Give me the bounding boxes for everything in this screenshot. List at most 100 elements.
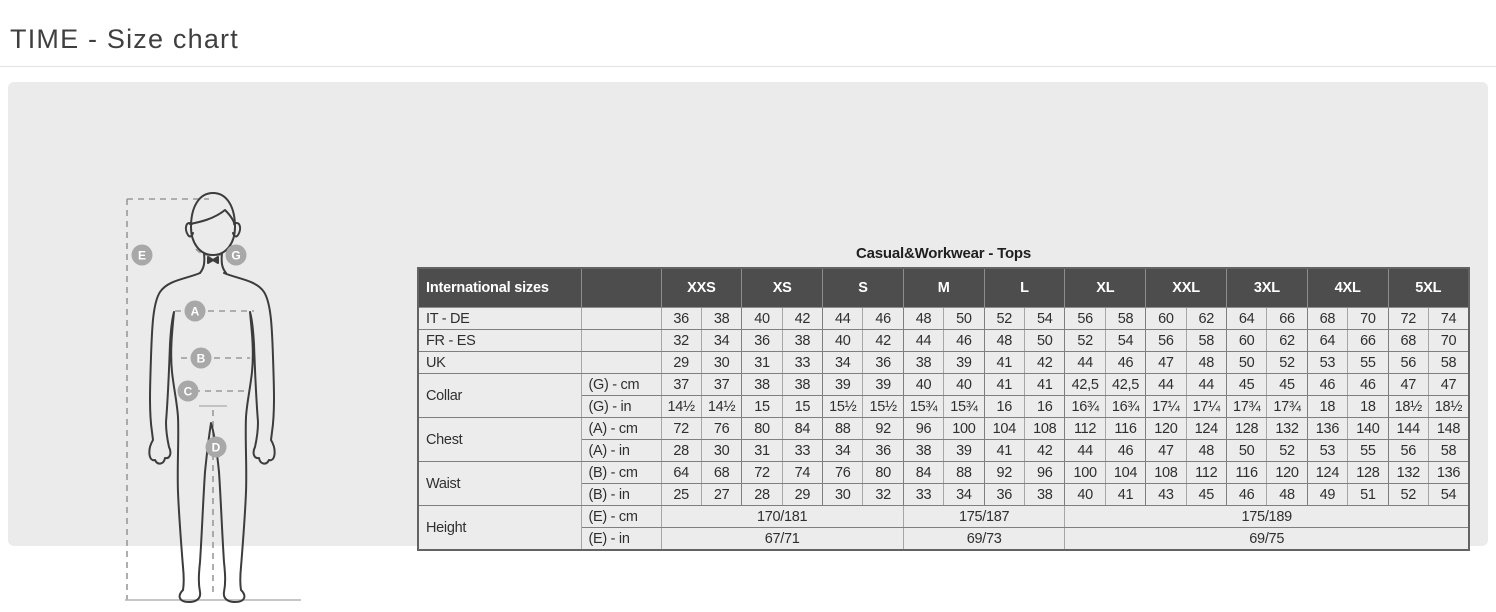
value-cell: 15¾ <box>902 395 945 418</box>
svg-text:E: E <box>138 249 146 263</box>
value-cell: 15¾ <box>943 395 985 418</box>
svg-text:D: D <box>212 441 221 455</box>
value-cell: 88 <box>943 461 985 484</box>
value-cell: 68 <box>1387 329 1429 352</box>
value-cell: 112 <box>1064 417 1106 440</box>
value-cell: 52 <box>1266 439 1308 462</box>
size-table: International sizes XXS XS S M L XL XXL 3XL 4XL 5X… <box>417 267 1470 551</box>
value-cell: 46 <box>943 329 985 352</box>
value-cell: 40 <box>943 373 985 396</box>
value-cell: 47 <box>1387 373 1429 396</box>
value-cell: 47 <box>1145 439 1187 462</box>
figure-label-d: D <box>205 436 227 458</box>
value-cell: 58 <box>1104 307 1147 330</box>
value-cell: 72 <box>1387 307 1429 330</box>
unit-cell <box>580 351 662 374</box>
value-cell: 100 <box>1064 461 1106 484</box>
value-cell: 38 <box>902 439 945 462</box>
value-cell: 42 <box>1024 439 1066 462</box>
value-cell: 48 <box>1266 483 1308 506</box>
header-size-xl: XL <box>1064 267 1147 308</box>
value-cell: 40 <box>822 329 864 352</box>
value-cell: 30 <box>700 439 743 462</box>
value-cell: 64 <box>660 461 702 484</box>
value-cell: 45 <box>1225 373 1268 396</box>
value-cell: 16 <box>1024 395 1066 418</box>
value-cell: 44 <box>902 329 945 352</box>
header-size-m: M <box>902 267 985 308</box>
header-size-xs: XS <box>741 267 824 308</box>
value-cell: 112 <box>1185 461 1227 484</box>
value-cell: 16 <box>983 395 1026 418</box>
value-cell: 170/181 <box>660 505 904 528</box>
value-cell: 44 <box>1185 373 1227 396</box>
value-cell: 18½ <box>1387 395 1429 418</box>
value-cell: 52 <box>1064 329 1106 352</box>
value-cell: 136 <box>1427 461 1470 484</box>
value-cell: 175/187 <box>902 505 1066 528</box>
value-cell: 80 <box>741 417 783 440</box>
value-cell: 88 <box>822 417 864 440</box>
value-cell: 56 <box>1387 351 1429 374</box>
value-cell: 44 <box>1145 373 1187 396</box>
svg-text:B: B <box>197 352 206 366</box>
value-cell: 39 <box>822 373 864 396</box>
row-label-fr-es: FR - ES <box>417 329 582 352</box>
value-cell: 66 <box>1266 307 1308 330</box>
value-cell: 72 <box>660 417 702 440</box>
value-cell: 60 <box>1145 307 1187 330</box>
table-row: Height (E) - cm 170/181 175/187 175/189 <box>417 505 1470 551</box>
value-cell: 17¼ <box>1145 395 1187 418</box>
value-cell: 42,5 <box>1064 373 1106 396</box>
value-cell: 29 <box>660 351 702 374</box>
value-cell: 56 <box>1387 439 1429 462</box>
value-cell: 136 <box>1306 417 1349 440</box>
value-cell: 32 <box>862 483 904 506</box>
value-cell: 44 <box>1064 351 1106 374</box>
value-cell: 124 <box>1185 417 1227 440</box>
table-row: Waist (B) - cm 64 68 72 74 76 80 84 88 92 96 100 104 1… <box>417 461 1470 506</box>
value-cell: 34 <box>943 483 985 506</box>
value-cell: 54 <box>1104 329 1147 352</box>
header-size-xxs: XXS <box>660 267 743 308</box>
figure-label-e: E <box>131 244 153 266</box>
value-cell: 46 <box>1104 439 1147 462</box>
value-cell: 40 <box>1064 483 1106 506</box>
value-cell: 37 <box>700 373 743 396</box>
unit-cell: (A) - in <box>580 439 662 462</box>
unit-cell: (B) - in <box>580 483 662 506</box>
value-cell: 64 <box>1225 307 1268 330</box>
value-cell: 140 <box>1347 417 1389 440</box>
value-cell: 51 <box>1347 483 1389 506</box>
value-cell: 42 <box>781 307 824 330</box>
value-cell: 128 <box>1225 417 1268 440</box>
table-row: (G) - in 14½ 14½ 15 15 15½ 15½ 15¾ 15¾ 16 16 16¾ 16¾… <box>418 395 1470 418</box>
value-cell: 25 <box>660 483 702 506</box>
body-outline <box>148 192 276 603</box>
value-cell: 76 <box>700 417 743 440</box>
value-cell: 46 <box>1225 483 1268 506</box>
value-cell: 28 <box>741 483 783 506</box>
value-cell: 175/189 <box>1064 505 1470 528</box>
value-cell: 128 <box>1347 461 1389 484</box>
value-cell: 47 <box>1145 351 1187 374</box>
svg-text:C: C <box>184 385 193 399</box>
value-cell: 52 <box>1387 483 1429 506</box>
value-cell: 40 <box>741 307 783 330</box>
figure-label-c: C <box>177 380 199 402</box>
figure-label-a: A <box>184 300 206 322</box>
unit-cell <box>580 307 662 330</box>
value-cell: 62 <box>1266 329 1308 352</box>
value-cell: 38 <box>781 329 824 352</box>
row-label-it-de: IT - DE <box>417 307 582 330</box>
value-cell: 144 <box>1387 417 1429 440</box>
value-cell: 33 <box>902 483 945 506</box>
value-cell: 18 <box>1306 395 1349 418</box>
value-cell: 60 <box>1225 329 1268 352</box>
value-cell: 31 <box>741 351 783 374</box>
value-cell: 44 <box>1064 439 1106 462</box>
value-cell: 36 <box>983 483 1026 506</box>
value-cell: 16¾ <box>1104 395 1147 418</box>
value-cell: 100 <box>943 417 985 440</box>
value-cell: 38 <box>700 307 743 330</box>
